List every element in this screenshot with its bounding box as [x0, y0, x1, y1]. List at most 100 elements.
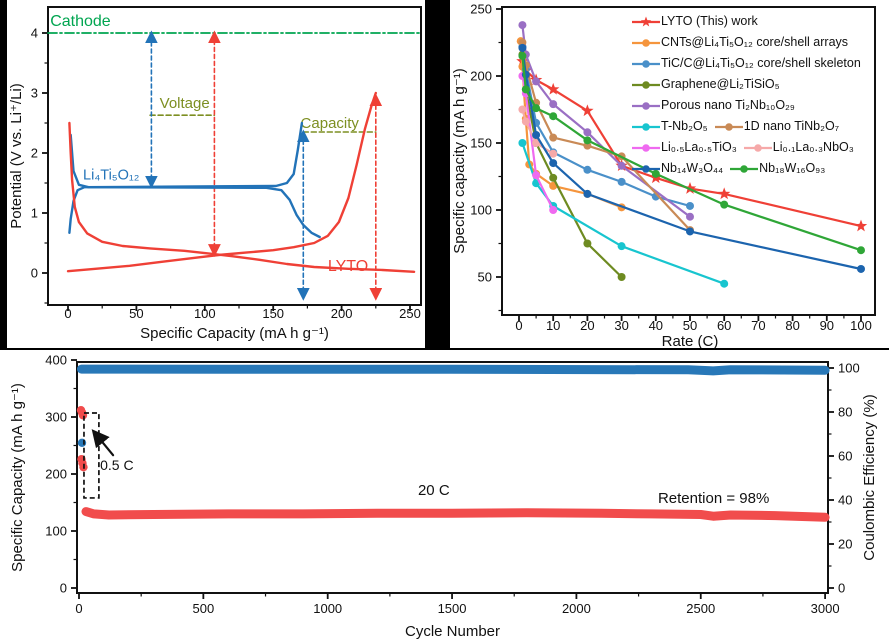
point-marker — [583, 128, 592, 137]
y-tick-label: 3 — [31, 86, 38, 101]
plot-frame — [501, 6, 876, 316]
point-marker — [549, 149, 558, 158]
x-tick-label: 200 — [331, 306, 353, 321]
x-tick-label: 50 — [683, 318, 697, 333]
rate-main-label: 20 C — [418, 482, 450, 499]
panel-rate-capability: 0 10 20 30 40 50 60 70 80 90 100 50 100 150 200 250 Rate… — [450, 0, 889, 348]
point-marker — [521, 85, 530, 94]
legend-marker-icon — [632, 143, 660, 152]
x-axis-title: Specific Capacity (mA h g⁻¹) — [140, 325, 329, 342]
point-marker — [617, 273, 626, 281]
point-marker — [720, 279, 729, 288]
x-tick-label: 150 — [262, 306, 284, 321]
y-axis-title: Specific capacity (mA h g⁻¹) — [451, 68, 468, 253]
legend-label: Graphene@Li₂TiSiO₅ — [661, 77, 780, 92]
x-tick-label: 1000 — [313, 601, 342, 616]
series-lyto-charge — [66, 91, 377, 273]
x-axis-title: Rate (C) — [662, 333, 719, 348]
y-axis-title: Potential (V vs. Li⁺/Li) — [8, 83, 25, 228]
legend-label: T-Nb₂O₅ — [661, 119, 708, 134]
point-marker — [720, 200, 729, 209]
y-tick-label: 0 — [838, 581, 845, 596]
y-tick-label: 0 — [60, 581, 67, 596]
y-tick-label: 2 — [31, 146, 38, 161]
y-tick-label: 60 — [838, 449, 852, 464]
legend-marker-icon — [632, 59, 660, 68]
point-marker — [549, 133, 558, 142]
point-marker — [583, 189, 592, 198]
legend-marker-icon — [714, 122, 743, 131]
curve-label-2: LYTO — [328, 258, 368, 275]
legend-label: CNTs@Li₄Ti₅O₁₂ core/shell arrays — [661, 35, 849, 50]
point-marker — [518, 139, 527, 147]
point-marker — [518, 105, 527, 114]
retention-label: Retention = 98% — [658, 490, 769, 507]
legend-item-0: LYTO (This) work — [631, 15, 758, 29]
x-tick-label: 70 — [751, 318, 765, 333]
star-marker — [581, 104, 594, 117]
series-lyto-discharge — [68, 121, 416, 273]
legend-item-1: CNTs@Li₄Ti₅O₁₂ core/shell arrays — [631, 36, 848, 50]
point-marker — [857, 246, 865, 255]
curve-label-1: Li₄Ti₅O₁₂ — [83, 167, 139, 183]
y-tick-label: 100 — [838, 361, 860, 376]
x-tick-label: 80 — [785, 318, 799, 333]
x-tick-label: 1500 — [438, 601, 467, 616]
legend-marker-icon — [632, 101, 660, 110]
initial-efficiency-point — [77, 438, 87, 447]
y-tick-label: 100 — [45, 524, 67, 539]
point-marker — [686, 212, 694, 221]
legend-label: TiC/C@Li₄Ti₅O₁₂ core/shell skeleton — [661, 56, 861, 71]
y-axis-title-left: Specific Capacity (mA h g⁻¹) — [9, 383, 26, 572]
x-tick-label: 100 — [194, 306, 216, 321]
point-marker — [518, 51, 527, 60]
curve-label-0: Cathode — [50, 13, 111, 30]
legend-label: 1D nano TiNb₂O₇ — [743, 119, 840, 134]
rate-region-box — [83, 412, 100, 499]
legend-item-6: 1D nano TiNb₂O₇ — [714, 120, 839, 134]
legend-row-7: Nb₁₄W₃O₄₄ Nb₁₈W₁₆O₉₃ — [631, 158, 867, 179]
y-axis-title-right: Coulombic Efficiency (%) — [861, 394, 878, 560]
x-tick-label: 60 — [717, 318, 731, 333]
x-tick-label: 3000 — [811, 601, 840, 616]
y-tick-label: 40 — [838, 493, 852, 508]
y-tick-label: 100 — [470, 203, 492, 218]
x-tick-label: 2500 — [686, 601, 715, 616]
point-marker — [532, 77, 541, 86]
series-lyto-this-work — [521, 60, 863, 228]
legend-row-6: Li₀.₅La₀.₅TiO₃ Li₀.₁La₀.₃NbO₃ — [631, 137, 867, 158]
x-tick-label: 0 — [515, 318, 522, 333]
y-tick-label: 20 — [838, 537, 852, 552]
star-marker — [640, 15, 652, 26]
legend-item-7: Li₀.₅La₀.₅TiO₃ — [631, 141, 737, 155]
point-marker — [651, 169, 660, 178]
y-tick-label: 50 — [478, 270, 492, 285]
plot-frame — [76, 361, 829, 594]
x-tick-label: 500 — [192, 601, 214, 616]
y-tick-label: 250 — [470, 2, 492, 17]
x-axis-title: Cycle Number — [405, 623, 500, 640]
legend-marker-icon — [730, 164, 759, 173]
legend-row-3: Graphene@Li₂TiSiO₅ — [631, 74, 867, 95]
point-marker — [532, 130, 541, 139]
point-marker — [549, 173, 558, 182]
capacity-band — [81, 507, 830, 522]
legend-label: Porous nano Ti₂Nb₁₀O₂₉ — [661, 98, 795, 113]
x-tick-label: 40 — [649, 318, 663, 333]
point-marker — [532, 139, 541, 147]
point-marker — [686, 227, 694, 236]
x-tick-label: 30 — [614, 318, 628, 333]
x-tick-label: 0 — [64, 306, 71, 321]
legend-item-2: TiC/C@Li₄Ti₅O₁₂ core/shell skeleton — [631, 57, 861, 71]
point-marker — [857, 264, 865, 273]
x-tick-label: 100 — [850, 318, 872, 333]
x-tick-label: 0 — [75, 601, 82, 616]
point-marker — [532, 171, 541, 180]
legend-label: Li₀.₁La₀.₃NbO₃ — [772, 140, 854, 155]
point-marker — [518, 21, 527, 30]
point-marker — [518, 43, 527, 52]
rate-arrow — [91, 429, 115, 457]
point-marker — [583, 165, 592, 174]
point-marker — [549, 100, 558, 109]
